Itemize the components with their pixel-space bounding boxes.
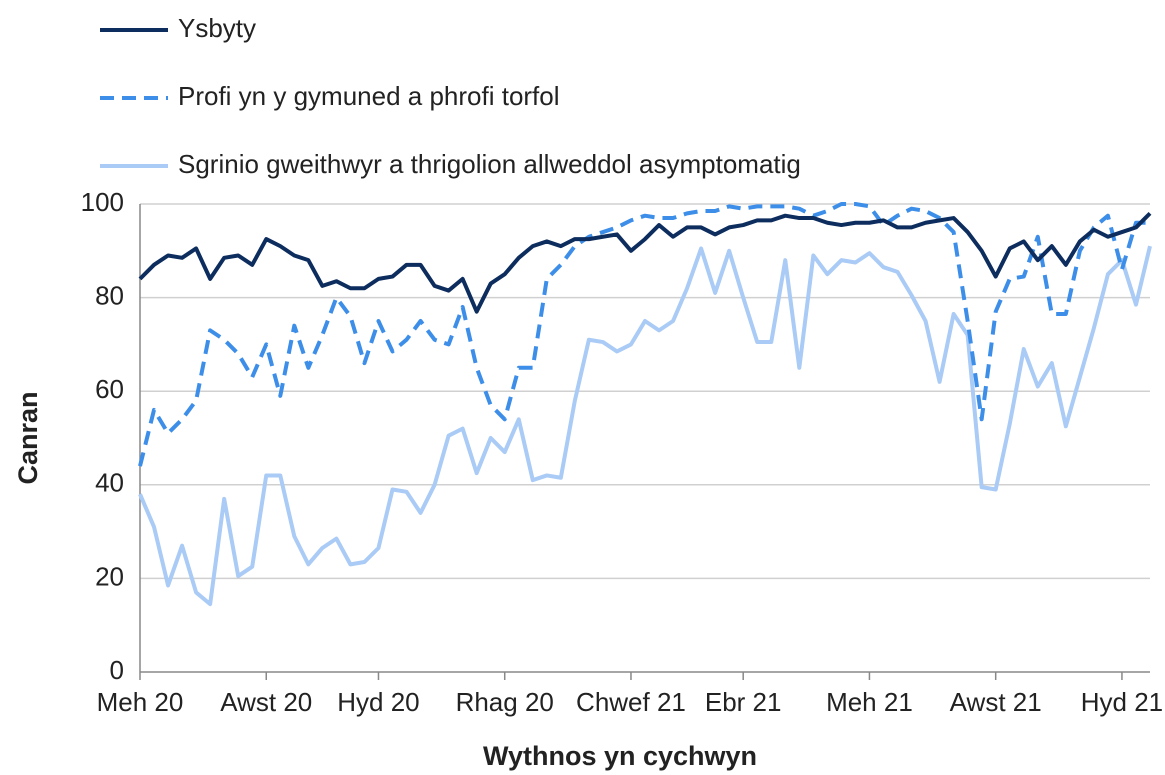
y-tick-label: 0 — [110, 655, 124, 685]
x-tick-label: Ebr 21 — [705, 687, 782, 717]
legend-label: Profi yn y gymuned a phrofi torfol — [178, 81, 560, 111]
series-line — [138, 211, 1152, 314]
y-tick-label: 60 — [95, 374, 124, 404]
x-tick-label: Meh 20 — [97, 687, 184, 717]
y-tick-label: 40 — [95, 468, 124, 498]
x-tick-label: Meh 21 — [826, 687, 913, 717]
x-tick-label: Rhag 20 — [456, 687, 554, 717]
legend-label: Sgrinio gweithwyr a thrigolion allweddol… — [178, 149, 801, 179]
y-tick-label: 20 — [95, 561, 124, 591]
x-tick-label: Awst 21 — [950, 687, 1042, 717]
y-axis-title: Canran — [13, 391, 43, 484]
x-tick-label: Hyd 20 — [337, 687, 419, 717]
series-line — [138, 245, 1152, 607]
legend-label: Ysbyty — [178, 13, 256, 43]
x-axis-title: Wythnos yn cychwyn — [483, 741, 757, 771]
x-tick-label: Chwef 21 — [576, 687, 686, 717]
x-tick-label: Hyd 21 — [1081, 687, 1163, 717]
y-tick-label: 80 — [95, 280, 124, 310]
x-tick-label: Awst 20 — [220, 687, 312, 717]
series-line — [138, 202, 1150, 467]
y-tick-label: 100 — [81, 187, 124, 217]
